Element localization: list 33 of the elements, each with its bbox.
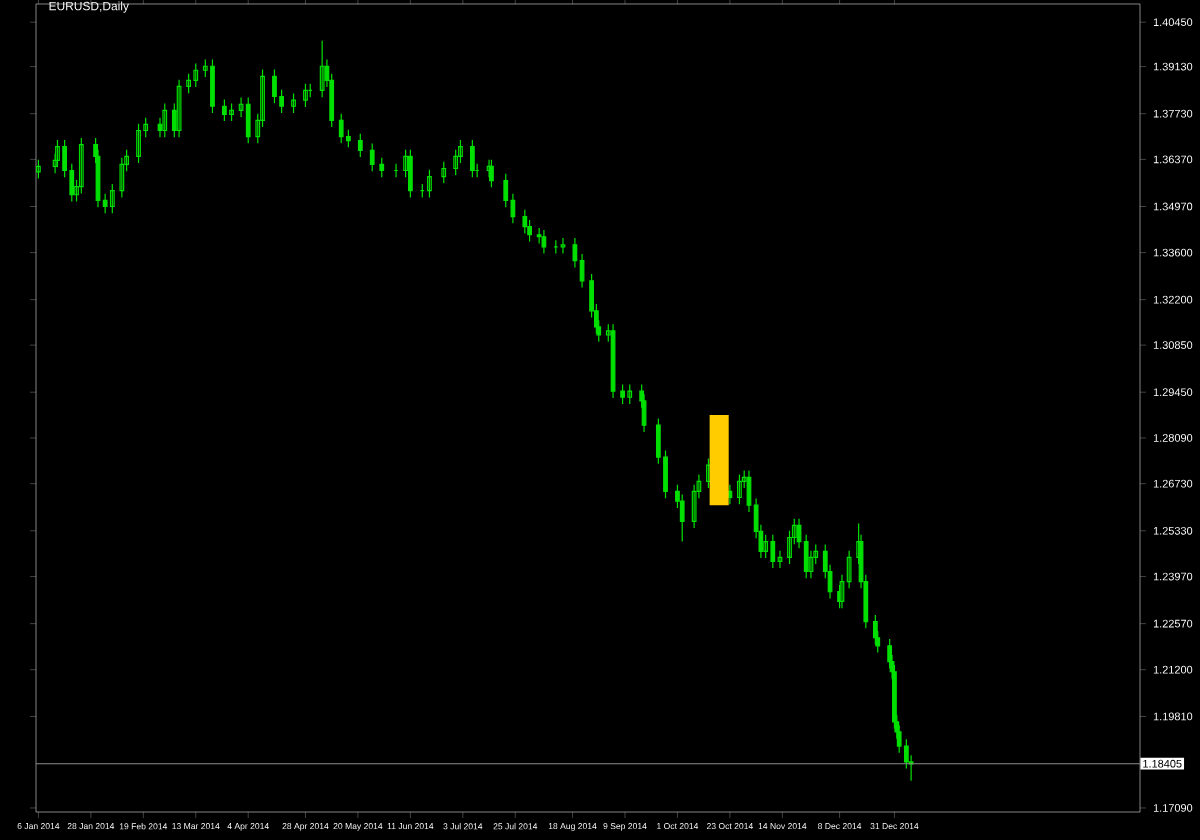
candlestick — [770, 534, 776, 569]
candlestick — [379, 157, 385, 178]
candlestick — [193, 62, 199, 88]
candlestick — [176, 79, 182, 138]
candlestick — [679, 493, 685, 543]
candlestick — [627, 383, 633, 405]
candlestick — [338, 113, 344, 144]
candlestick — [469, 139, 475, 178]
candlestick — [245, 96, 251, 144]
candlestick — [162, 102, 168, 138]
candlestick — [393, 163, 399, 178]
candlestick — [291, 92, 296, 114]
candlestick — [737, 474, 742, 505]
candlestick — [541, 229, 547, 255]
candlestick — [620, 383, 625, 405]
candlestick — [210, 58, 215, 114]
candlestick — [229, 102, 234, 122]
candlestick — [441, 161, 447, 184]
candlestick — [119, 157, 125, 199]
candlestick — [319, 40, 325, 98]
candlestick — [78, 137, 84, 194]
candlestick — [136, 123, 141, 164]
candlestick — [427, 169, 432, 199]
candlestick — [407, 149, 413, 199]
candlestick — [553, 239, 559, 255]
candlestick — [357, 133, 363, 158]
candlestick — [369, 142, 375, 172]
candlestick — [36, 159, 41, 180]
candlestick — [109, 183, 115, 214]
candlestick — [560, 237, 566, 255]
candlestick — [303, 83, 308, 108]
candlestick — [522, 209, 528, 235]
candlestick — [222, 98, 227, 122]
